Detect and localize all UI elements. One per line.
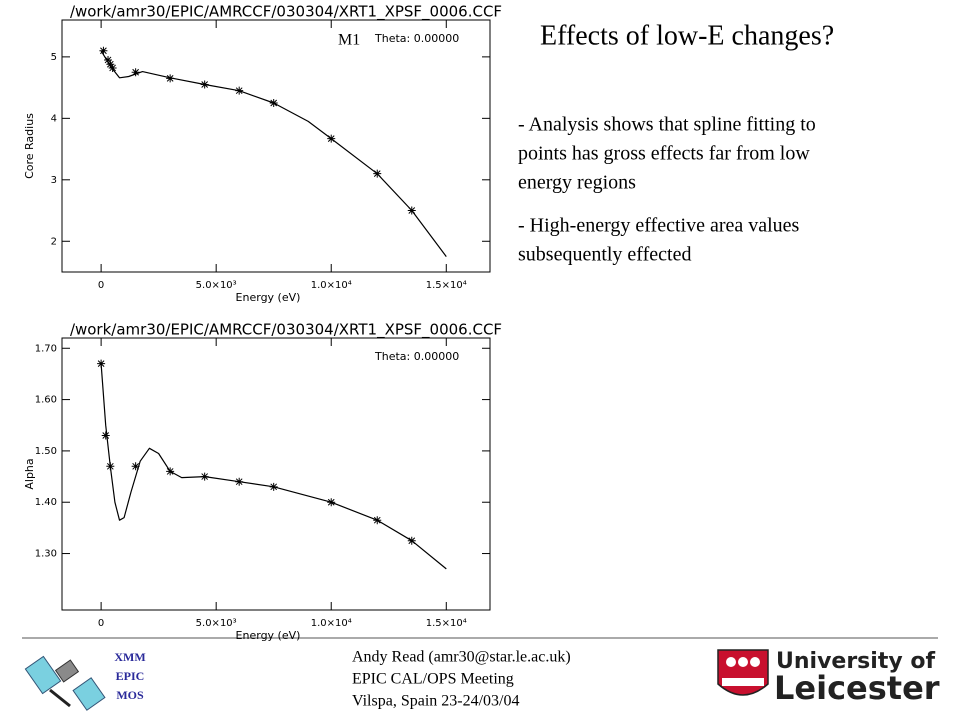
chart: /work/amr30/EPIC/AMRCCF/030304/XRT1_XPSF… <box>23 321 502 643</box>
data-point <box>101 431 110 440</box>
data-point <box>106 462 115 471</box>
data-point <box>166 74 175 83</box>
x-tick-label: 1.0×10⁴ <box>311 280 352 291</box>
annotation: Theta: 0.00000 <box>374 32 459 45</box>
data-point <box>407 206 416 215</box>
annotation: M1 <box>338 32 360 49</box>
spline-curve <box>100 363 447 570</box>
data-point <box>269 482 278 491</box>
data-point <box>407 536 416 545</box>
plot-frame <box>61 19 491 273</box>
x-axis-label: Energy (eV) <box>236 291 301 304</box>
bullet-line: subsequently effected <box>518 244 691 266</box>
data-point <box>327 134 336 143</box>
data-point <box>131 68 140 77</box>
data-point <box>97 359 106 368</box>
data-point <box>269 98 278 107</box>
bullet-line: - High-energy effective area values <box>518 215 800 237</box>
bullet-line: points has gross effects far from low <box>518 143 810 165</box>
data-point <box>235 477 244 486</box>
y-tick-label: 1.50 <box>35 446 57 457</box>
y-tick-label: 1.40 <box>35 497 57 508</box>
bullet-line: - Analysis shows that spline fitting to <box>518 114 816 136</box>
x-axis-label: Energy (eV) <box>236 629 301 642</box>
y-tick-label: 2 <box>51 236 57 247</box>
chart-title: /work/amr30/EPIC/AMRCCF/030304/XRT1_XPSF… <box>70 3 502 22</box>
mission-label: XMM EPIC MOS <box>114 650 145 702</box>
y-tick-label: 5 <box>51 52 57 63</box>
data-point <box>373 516 382 525</box>
plot-frame <box>61 337 491 611</box>
author-block: Andy Read (amr30@star.le.ac.uk) EPIC CAL… <box>352 649 571 710</box>
x-tick-label: 5.0×10³ <box>196 280 237 291</box>
x-tick-label: 1.5×10⁴ <box>426 280 467 291</box>
data-point <box>104 55 113 64</box>
y-tick-label: 1.70 <box>35 343 57 354</box>
slide-text: Effects of low-E changes? - Analysis sho… <box>518 20 834 265</box>
logo-text: Leicester <box>774 669 940 707</box>
satellite-icon <box>24 655 106 711</box>
y-tick-label: 3 <box>51 175 57 186</box>
author-text: Andy Read (amr30@star.le.ac.uk) <box>352 649 571 666</box>
data-point <box>99 46 108 55</box>
annotation: Theta: 0.00000 <box>374 350 459 363</box>
y-axis-label: Alpha <box>23 458 36 489</box>
university-logo: University of Leicester <box>717 649 940 707</box>
data-point <box>200 80 209 89</box>
data-point <box>235 86 244 95</box>
data-point <box>106 60 115 69</box>
x-tick-label: 1.0×10⁴ <box>311 618 352 629</box>
x-tick-label: 5.0×10³ <box>196 618 237 629</box>
chart-title: /work/amr30/EPIC/AMRCCF/030304/XRT1_XPSF… <box>70 321 502 340</box>
data-point <box>166 467 175 476</box>
data-point <box>373 169 382 178</box>
author-text: EPIC CAL/OPS Meeting <box>352 671 514 688</box>
y-axis-label: Core Radius <box>23 113 36 179</box>
y-tick-label: 1.30 <box>35 549 57 560</box>
x-tick-label: 0 <box>98 618 104 629</box>
author-text: Vilspa, Spain 23-24/03/04 <box>352 693 519 710</box>
bullet-line: energy regions <box>518 172 636 194</box>
y-tick-label: 1.60 <box>35 395 57 406</box>
spline-curve <box>100 50 447 257</box>
data-point <box>200 472 209 481</box>
x-tick-label: 0 <box>98 280 104 291</box>
data-point <box>327 498 336 507</box>
slide-title: Effects of low-E changes? <box>540 20 834 51</box>
x-tick-label: 1.5×10⁴ <box>426 618 467 629</box>
logo-text: University of <box>776 649 935 674</box>
mission-text: XMM <box>114 650 145 664</box>
chart: /work/amr30/EPIC/AMRCCF/030304/XRT1_XPSF… <box>23 3 502 305</box>
data-point <box>131 462 140 471</box>
data-point <box>108 63 117 72</box>
y-tick-label: 4 <box>51 113 57 124</box>
mission-text: EPIC <box>116 669 145 683</box>
mission-text: MOS <box>116 688 144 702</box>
